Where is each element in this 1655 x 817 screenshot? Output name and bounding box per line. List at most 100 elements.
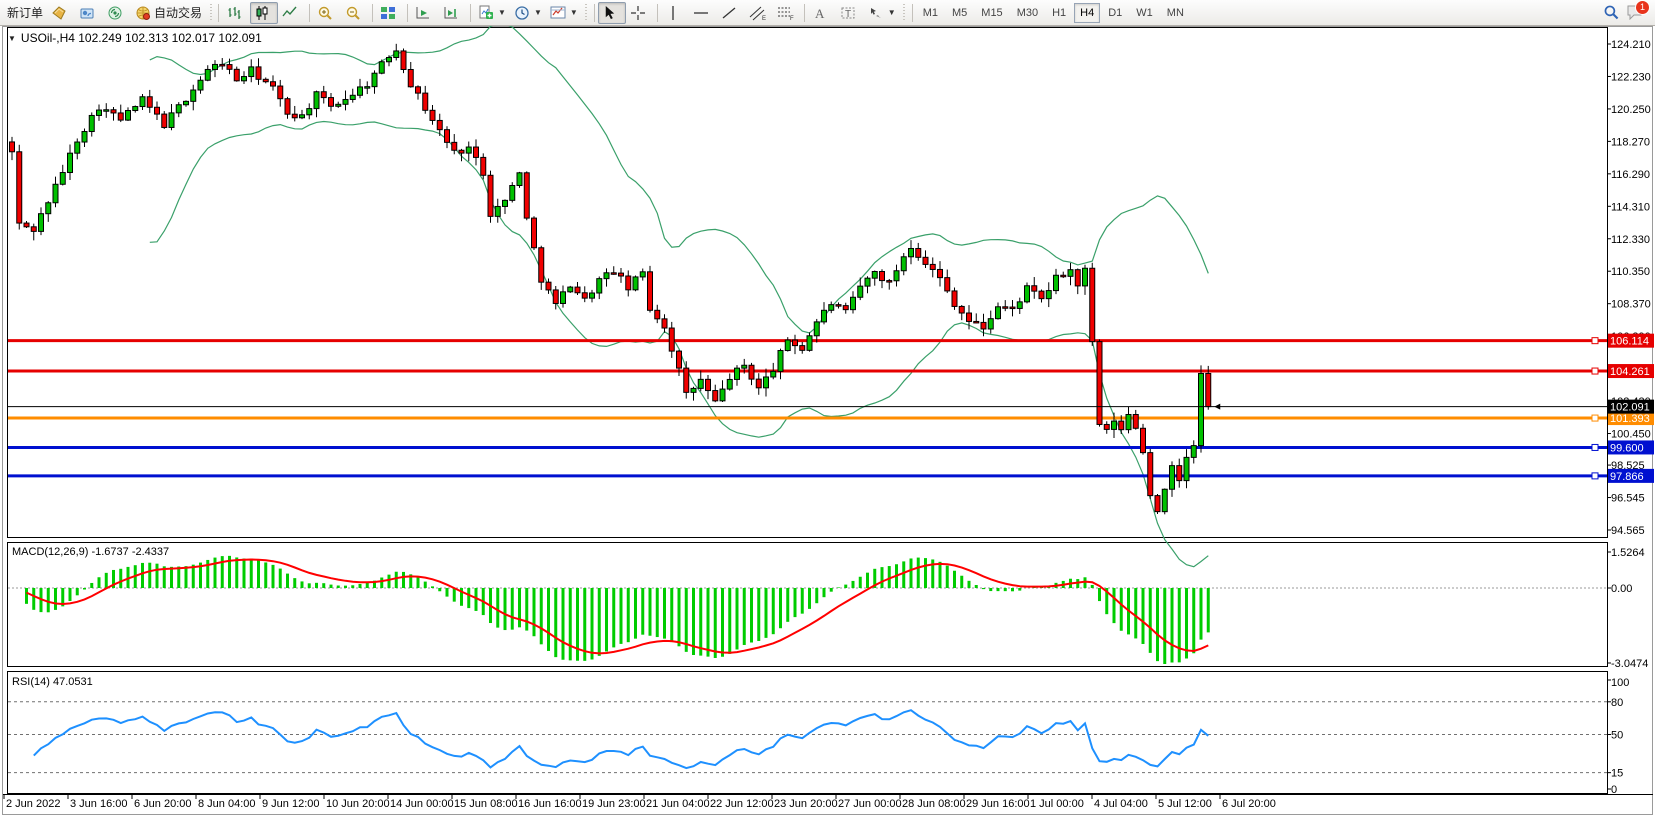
chart-header: ▼ USOil-,H4 102.249 102.313 102.017 102.… xyxy=(8,31,262,45)
tile-windows-button[interactable] xyxy=(376,2,404,24)
candle-body xyxy=(668,327,675,352)
time-axis-label: 10 Jun 20:00 xyxy=(326,798,390,810)
candle-body xyxy=(241,76,247,82)
zoom-out-button[interactable] xyxy=(341,2,369,24)
auto-scroll-button[interactable] xyxy=(411,2,439,24)
vertical-line-tool-button[interactable] xyxy=(661,2,689,24)
candle-body xyxy=(1147,452,1154,497)
metaeditor-button[interactable] xyxy=(75,2,103,24)
notifications-button[interactable]: 1 xyxy=(1626,0,1650,22)
candle-body xyxy=(763,376,769,389)
indicators-button[interactable]: ▼ xyxy=(474,2,510,24)
macd-axis-label: 0.00 xyxy=(1611,583,1632,595)
line-chart-button[interactable] xyxy=(278,2,306,24)
trendline-icon xyxy=(722,7,736,18)
toolbar-grip[interactable] xyxy=(901,3,907,22)
zoom-out-icon xyxy=(346,6,360,20)
candle-body xyxy=(618,272,624,277)
new-order-label: 新订单 xyxy=(7,6,44,20)
price-tick-label: 124.210 xyxy=(1611,39,1651,51)
hline-handle[interactable] xyxy=(1591,414,1599,422)
autotrading-button[interactable]: 自动交易 xyxy=(131,2,206,24)
candle-body xyxy=(995,306,1001,320)
candle-body xyxy=(1161,488,1168,513)
timeframe-h1[interactable]: H1 xyxy=(1052,6,1067,19)
candle-body xyxy=(560,291,566,304)
candle-body xyxy=(1031,285,1038,292)
candle-body xyxy=(980,321,987,330)
candle-body xyxy=(951,290,958,307)
templates-button[interactable]: ▼ xyxy=(546,2,582,24)
candle-body xyxy=(1053,274,1059,292)
zoom-in-button[interactable] xyxy=(313,2,341,24)
toolbar-grip[interactable] xyxy=(208,3,214,22)
macd-pane xyxy=(7,542,1608,667)
chart-collapse-icon[interactable]: ▼ xyxy=(8,33,16,43)
candle-body xyxy=(828,304,835,311)
candle-body xyxy=(879,270,885,282)
dropdown-caret-icon: ▼ xyxy=(569,8,578,17)
toolbar-separator xyxy=(407,3,409,22)
candle-body xyxy=(966,312,972,322)
bar-chart-button[interactable] xyxy=(222,2,250,24)
signals-icon xyxy=(108,6,122,19)
periods-button[interactable]: ▼ xyxy=(510,2,546,24)
crosshair-tool-button[interactable] xyxy=(626,2,654,24)
time-axis-label: 14 Jun 00:00 xyxy=(390,798,454,810)
candle-body xyxy=(639,271,646,278)
notification-badge: 1 xyxy=(1635,0,1650,15)
search-icon[interactable] xyxy=(1603,4,1620,21)
order-tag-icon[interactable] xyxy=(47,2,75,24)
timeframe-mn[interactable]: MN xyxy=(1166,6,1184,19)
candle-body xyxy=(683,367,690,393)
toolbar: 新订单 自动交易 xyxy=(0,0,1655,26)
candle-body xyxy=(1140,427,1146,454)
cursor-tool-button[interactable] xyxy=(597,1,626,24)
candle-body xyxy=(364,86,371,89)
trendline-tool-button[interactable] xyxy=(717,2,745,24)
candlestick-chart-button[interactable] xyxy=(250,1,279,24)
tile-windows-icon xyxy=(381,6,396,19)
new-order-button[interactable]: 新订单 xyxy=(3,2,47,24)
timeframe-m1[interactable]: M1 xyxy=(922,6,938,19)
candle-body xyxy=(96,109,102,116)
price-tick-label: 122.230 xyxy=(1611,71,1651,83)
candle-body xyxy=(1009,306,1016,310)
time-axis-label: 1 Jul 00:00 xyxy=(1030,798,1084,810)
svg-text:E: E xyxy=(762,16,766,21)
fibonacci-tool-button[interactable]: F xyxy=(773,2,801,24)
candle-body xyxy=(1190,445,1197,458)
candle-body xyxy=(139,96,146,108)
timeframe-m30[interactable]: M30 xyxy=(1016,6,1039,19)
text-label-tool-button[interactable]: T xyxy=(836,2,864,24)
candle-body xyxy=(523,172,530,219)
macd-axis-label: -3.0474 xyxy=(1611,658,1648,670)
hline-handle[interactable] xyxy=(1591,367,1599,375)
timeframe-group: M1 M5 M15 M30 H1 H4 D1 W1 MN xyxy=(916,2,1191,23)
hline-handle[interactable] xyxy=(1591,443,1599,451)
horizontal-line-tool-button[interactable] xyxy=(689,2,717,24)
toolbar-grip[interactable] xyxy=(583,3,589,22)
candle-body xyxy=(1002,306,1009,309)
candle-body xyxy=(1169,465,1175,490)
channel-tool-button[interactable]: E xyxy=(745,2,773,24)
candle-body xyxy=(552,289,559,304)
candle-body xyxy=(1038,290,1045,300)
text-tool-button[interactable]: A xyxy=(808,2,836,24)
candle-body xyxy=(574,286,581,294)
timeframe-m15[interactable]: M15 xyxy=(981,6,1003,19)
timeframe-m5[interactable]: M5 xyxy=(952,6,968,19)
timeframe-d1[interactable]: D1 xyxy=(1108,6,1123,19)
chart-shift-button[interactable] xyxy=(439,2,467,24)
candle-body xyxy=(226,64,233,70)
arrows-tool-button[interactable]: ▼ xyxy=(864,2,900,24)
candle-body xyxy=(88,114,95,133)
hline-handle[interactable] xyxy=(1591,472,1599,480)
hline-handle[interactable] xyxy=(1591,337,1599,345)
candle-body xyxy=(922,256,929,265)
signals-button[interactable] xyxy=(103,2,131,24)
timeframe-w1[interactable]: W1 xyxy=(1136,6,1153,19)
candle-body xyxy=(538,247,545,283)
timeframe-h4[interactable]: H4 xyxy=(1074,2,1101,23)
